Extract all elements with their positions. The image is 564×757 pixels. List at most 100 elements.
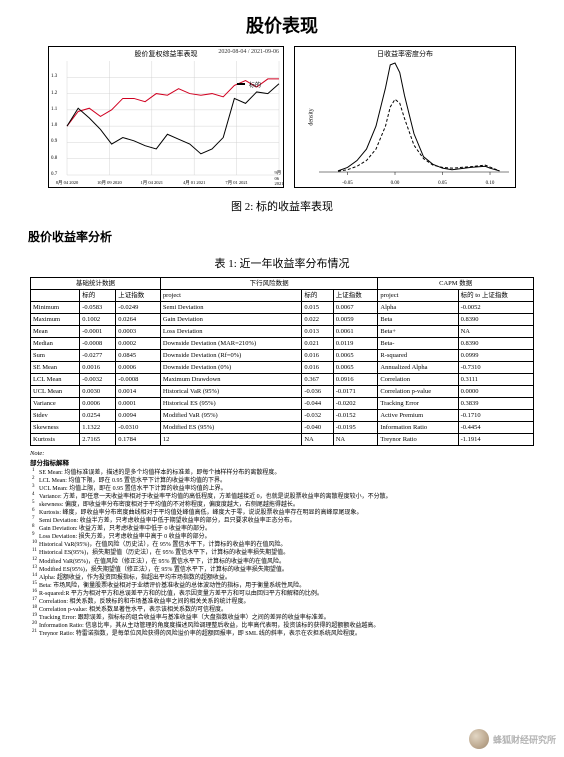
note-item: 10Historical VaR(95%)，在值风险（历史法），在 95% 置信… <box>32 541 534 549</box>
page-title: 股价表现 <box>0 0 564 46</box>
table-cell: Historical VaR (95%) <box>160 386 301 398</box>
note-item: 3UCL Mean: 均值上限，即在 0.95 置信水平下计算的收益率均值的上界… <box>32 485 534 493</box>
charts-row: 股价复权综益率表现 2020-08-04 / 2021-09-06 标的 0.7… <box>0 46 564 188</box>
note-item: 13Modified ES(95%)，损失期望值（修正法），在 95% 置信水平… <box>32 566 534 574</box>
section-heading: 股价收益率分析 <box>0 228 564 245</box>
note-item: 1SE Mean: 均值标准误差，描述的是多个均值样本的标准差，即每个抽样样分布… <box>32 469 534 477</box>
note-item: 15Beta: 市场风险，衡量股票收益相对于业绩评价基准收益的总体波动性的指标，… <box>32 582 534 590</box>
subheader-cell: 上证指数 <box>333 290 378 302</box>
note-item: 17Correlation: 相关系数，反映标的和市场基准收益率之间的相关关系的… <box>32 598 534 606</box>
note-item: 16R-squared:R 平方为相对平方和总误差平方和的比值，表示因变量方差平… <box>32 590 534 598</box>
y-axis-label: density <box>309 108 315 125</box>
group-header-cell: CAPM 数据 <box>378 278 534 290</box>
table-cell: -0.0195 <box>333 422 378 434</box>
table-cell: Maximum Drawdown <box>160 374 301 386</box>
table-cell: NA <box>458 326 533 338</box>
chart-title: 股价复权综益率表现 <box>135 49 198 59</box>
table-cell: Minimum <box>31 302 80 314</box>
table-cell: 0.0006 <box>80 398 116 410</box>
table-cell: Information Ratio <box>378 422 458 434</box>
table-cell: Mean <box>31 326 80 338</box>
subheader-cell: 标的 <box>80 290 116 302</box>
notes-subtitle: 部分指标解释 <box>30 460 534 469</box>
table-row: UCL Mean0.00300.0014Historical VaR (95%)… <box>31 386 534 398</box>
table-cell: Correlation p-value <box>378 386 458 398</box>
note-item: 21Treynor Ratio: 特雷诺指数，是每单位风险获得的风险溢价率的超额… <box>32 630 534 638</box>
table-cell: 0.0119 <box>333 338 378 350</box>
table-cell: UCL Mean <box>31 386 80 398</box>
table-row: Variance0.00060.0001Historical ES (95%)-… <box>31 398 534 410</box>
table-cell: Alpha <box>378 302 458 314</box>
subheader-cell: project <box>378 290 458 302</box>
note-item: 2LCL Mean: 均值下限，即在 0.95 置信水平下计算的收益率均值的下界… <box>32 477 534 485</box>
table-cell: Downside Deviation (Rf=0%) <box>160 350 301 362</box>
table-cell: 0.0999 <box>458 350 533 362</box>
note-item: 19Tracking Error: 跟踪误差，指标标的组合收益率与基准收益率（大… <box>32 614 534 622</box>
table-cell: Semi Deviation <box>160 302 301 314</box>
notes-title: Note: <box>30 450 534 459</box>
table-cell: -0.0032 <box>80 374 116 386</box>
table-cell: SE Mean <box>31 362 80 374</box>
note-item: 12Modified VaR(95%)，在值风险（修正法），在 95% 置信水平… <box>32 558 534 566</box>
table-cell: 0.0006 <box>116 362 161 374</box>
table-cell: 0.1784 <box>116 434 161 446</box>
table-cell: -0.0249 <box>116 302 161 314</box>
table-row: Kurtosis2.71650.178412NANATreynor Ratio-… <box>31 434 534 446</box>
table-cell: Tracking Error <box>378 398 458 410</box>
table-cell: -0.032 <box>302 410 333 422</box>
table-caption: 表 1: 近一年收益率分布情况 <box>0 255 564 271</box>
figure-caption: 图 2: 标的收益率表现 <box>0 198 564 214</box>
chart-title: 日收益率密度分布 <box>377 49 433 59</box>
table-cell: -0.0310 <box>116 422 161 434</box>
table-cell: 1.1322 <box>80 422 116 434</box>
table-cell: -0.0202 <box>333 398 378 410</box>
table-cell: Median <box>31 338 80 350</box>
note-item: 9Loss Deviation: 损失方差，只考虑收益率中高于 0 收益率的部分… <box>32 533 534 541</box>
table-row: Stdev0.02540.0094Modified VaR (95%)-0.03… <box>31 410 534 422</box>
table-cell: -0.044 <box>302 398 333 410</box>
table-cell: -0.0052 <box>458 302 533 314</box>
table-row: Maximum0.10020.0264Gain Deviation0.0220.… <box>31 314 534 326</box>
table-cell: 0.0845 <box>116 350 161 362</box>
table-cell: 0.367 <box>302 374 333 386</box>
watermark: 蜂狐财经研究所 <box>469 729 556 749</box>
table-cell: LCL Mean <box>31 374 80 386</box>
table-cell: Beta <box>378 314 458 326</box>
table-cell: 0.8390 <box>458 338 533 350</box>
table-cell: Correlation <box>378 374 458 386</box>
table-cell: Sum <box>31 350 80 362</box>
table-cell: -0.0008 <box>116 374 161 386</box>
group-header-cell: 下行风险数据 <box>160 278 377 290</box>
notes-section: Note: 部分指标解释 1SE Mean: 均值标准误差，描述的是多个均值样本… <box>0 446 564 639</box>
subheader-cell: 上证指数 <box>116 290 161 302</box>
table-cell: NA <box>302 434 333 446</box>
table-row: Median-0.00080.0002Downside Deviation (M… <box>31 338 534 350</box>
table-cell: 0.015 <box>302 302 333 314</box>
table-row: Mean-0.00010.0003Loss Deviation0.0130.00… <box>31 326 534 338</box>
table-cell: Maximum <box>31 314 80 326</box>
table-cell: 0.1002 <box>80 314 116 326</box>
table-cell: 0.0067 <box>333 302 378 314</box>
table-cell: -0.036 <box>302 386 333 398</box>
table-cell: Loss Deviation <box>160 326 301 338</box>
table-cell: Annualized Alpha <box>378 362 458 374</box>
note-item: 11Historical ES(95%)，损失期望值（历史法），在 95% 置信… <box>32 549 534 557</box>
table-cell: Stdev <box>31 410 80 422</box>
density-chart: 日收益率密度分布 density -0.050.000.050.10 <box>294 46 516 188</box>
table-cell: 0.016 <box>302 350 333 362</box>
table-cell: 0.021 <box>302 338 333 350</box>
note-item: 6Kurtosis: 峰度，即收益率分布密度曲线相对于平均值处峰值高低，峰度大于… <box>32 509 534 517</box>
watermark-text: 蜂狐财经研究所 <box>493 733 556 746</box>
table-row: SE Mean0.00160.0006Downside Deviation (0… <box>31 362 534 374</box>
table-cell: 0.0001 <box>116 398 161 410</box>
line-chart-svg: 标的 <box>49 47 285 189</box>
table-cell: -0.0152 <box>333 410 378 422</box>
table-cell: 0.0916 <box>333 374 378 386</box>
table-cell: 0.022 <box>302 314 333 326</box>
table-cell: 0.3111 <box>458 374 533 386</box>
table-cell: -0.4454 <box>458 422 533 434</box>
table-cell: -0.0171 <box>333 386 378 398</box>
note-item: 5skewness: 偏度，即收益率分布密度相对于平均值的不对称程度，偏度度越大… <box>32 501 534 509</box>
table-cell: 2.7165 <box>80 434 116 446</box>
table-cell: Historical ES (95%) <box>160 398 301 410</box>
